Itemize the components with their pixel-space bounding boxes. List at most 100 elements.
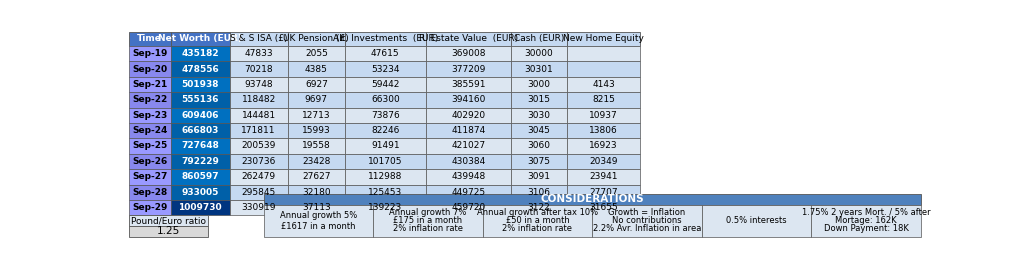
Text: Cash (EUR): Cash (EUR) [514,34,564,44]
Bar [288,200,345,215]
Text: R. Estate Value  (EUR): R. Estate Value (EUR) [419,34,518,44]
Text: 230736: 230736 [242,157,275,166]
Text: 6927: 6927 [305,80,328,89]
Text: 295845: 295845 [242,188,275,197]
Bar [171,123,229,138]
Bar [129,226,208,237]
Bar [426,32,511,46]
Bar [129,138,171,154]
Text: 1.75% 2 years Mort. / 5% after: 1.75% 2 years Mort. / 5% after [802,208,931,217]
Text: 101705: 101705 [368,157,402,166]
Text: 47833: 47833 [245,49,273,58]
Text: Mortage: 162K: Mortage: 162K [836,216,897,225]
Bar [345,200,426,215]
Text: 37113: 37113 [302,203,331,212]
Text: 860597: 860597 [181,172,219,181]
Bar [129,108,171,123]
Text: Annual growth 7%: Annual growth 7% [389,208,467,217]
Text: 3075: 3075 [527,157,550,166]
Text: 4385: 4385 [305,65,328,73]
Text: 27707: 27707 [589,188,617,197]
Text: 23428: 23428 [302,157,331,166]
Text: 19558: 19558 [302,142,331,151]
Text: 402920: 402920 [452,111,485,120]
Text: Sep-19: Sep-19 [132,49,167,58]
Text: Sep-25: Sep-25 [132,142,167,151]
Text: 118482: 118482 [242,95,275,104]
Text: S & S ISA (£): S & S ISA (£) [229,34,288,44]
Text: 2055: 2055 [305,49,328,58]
Text: 501938: 501938 [181,80,219,89]
Text: 430384: 430384 [452,157,485,166]
Bar [171,154,229,169]
Bar [511,184,566,200]
Bar [566,184,640,200]
Bar [229,154,288,169]
Text: 15993: 15993 [302,126,331,135]
Bar [566,32,640,46]
Text: No contributions: No contributions [612,216,682,225]
Bar [171,32,229,46]
Text: 66300: 66300 [371,95,399,104]
Bar [171,92,229,108]
Bar [345,32,426,46]
Text: 112988: 112988 [368,172,402,181]
Bar [345,92,426,108]
Text: 727648: 727648 [181,142,219,151]
Text: 1.25: 1.25 [157,226,180,237]
Text: Sep-21: Sep-21 [132,80,167,89]
Bar [426,154,511,169]
Bar [171,138,229,154]
Bar [811,205,921,237]
Text: 4143: 4143 [592,80,614,89]
Bar [566,92,640,108]
Bar [345,138,426,154]
Text: 3030: 3030 [527,111,550,120]
Bar [171,108,229,123]
Text: 3015: 3015 [527,95,550,104]
Text: 2.2% Avr. Inflation in area: 2.2% Avr. Inflation in area [593,224,701,233]
Text: CONSIDERATIONS: CONSIDERATIONS [541,194,644,204]
Text: Annual growth 5%: Annual growth 5% [280,211,357,220]
Text: 13806: 13806 [589,126,617,135]
Bar [426,169,511,184]
Text: Pound/Euro ratio: Pound/Euro ratio [131,216,206,225]
Bar [511,123,566,138]
Bar [288,92,345,108]
Text: 23941: 23941 [589,172,617,181]
Bar [566,77,640,92]
Text: 82246: 82246 [371,126,399,135]
Text: £1617 in a month: £1617 in a month [282,222,355,231]
Bar [426,123,511,138]
Bar [288,108,345,123]
Bar [426,92,511,108]
Text: 3106: 3106 [527,188,550,197]
Bar [345,46,426,61]
Bar [129,200,171,215]
Bar [129,184,171,200]
Text: £50 in a month: £50 in a month [506,216,569,225]
Bar [288,169,345,184]
Text: 2% inflation rate: 2% inflation rate [503,224,572,233]
Text: 609406: 609406 [181,111,219,120]
Bar [229,32,288,46]
Text: 70218: 70218 [245,65,273,73]
Bar [129,154,171,169]
Text: 3122: 3122 [527,203,550,212]
Text: Sep-26: Sep-26 [132,157,167,166]
Bar [288,77,345,92]
Bar [288,123,345,138]
Bar [288,46,345,61]
Text: 459720: 459720 [452,203,485,212]
Bar [426,108,511,123]
Text: 9697: 9697 [305,95,328,104]
Text: 93748: 93748 [245,80,273,89]
Bar [171,169,229,184]
Bar [129,123,171,138]
Text: Sep-23: Sep-23 [132,111,167,120]
Text: Sep-29: Sep-29 [132,203,167,212]
Text: 411874: 411874 [452,126,485,135]
Text: 933005: 933005 [181,188,219,197]
Text: Growth = Inflation: Growth = Inflation [608,208,686,217]
Bar [566,46,640,61]
